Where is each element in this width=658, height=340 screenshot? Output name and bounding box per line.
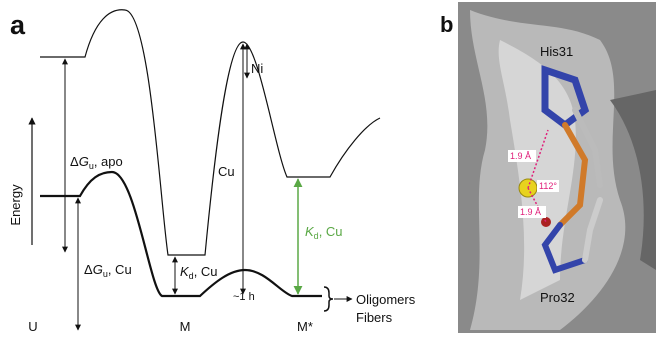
distance-label: 1.9 Å: [520, 207, 541, 217]
residue-label: Pro32: [540, 290, 575, 305]
ni-label: Ni: [251, 61, 263, 76]
product-label: Oligomers: [356, 292, 416, 307]
kd-label: Kd, Cu: [180, 264, 218, 281]
panel-label: a: [10, 10, 26, 40]
panel-a: a Energy ΔGu, apo ΔGu, Cu Kd, Cu Kd, Cu …: [8, 10, 416, 334]
axis-label: Energy: [8, 184, 23, 226]
kd-label-green: Kd, Cu: [305, 224, 343, 241]
angle-label: 112°: [539, 181, 557, 191]
dg-apo-label: ΔGu, apo: [70, 154, 123, 171]
time-label: ~1 h: [233, 291, 255, 303]
product-label: Fibers: [356, 310, 393, 325]
dg-cu-label: ΔGu, Cu: [84, 262, 132, 279]
apo-curve: [40, 10, 380, 255]
residue-label: His31: [540, 44, 573, 59]
state-label: U: [28, 319, 37, 334]
panel-b: b His31 Pro32 1.9 Å 1.9 Å 112°: [440, 2, 656, 333]
state-label: M*: [297, 319, 313, 334]
panel-label: b: [440, 12, 453, 37]
figure: a Energy ΔGu, apo ΔGu, Cu Kd, Cu Kd, Cu …: [0, 0, 658, 335]
brace: [324, 287, 333, 311]
cu-label: Cu: [218, 164, 235, 179]
state-label: M: [180, 319, 191, 334]
distance-label: 1.9 Å: [510, 151, 531, 161]
